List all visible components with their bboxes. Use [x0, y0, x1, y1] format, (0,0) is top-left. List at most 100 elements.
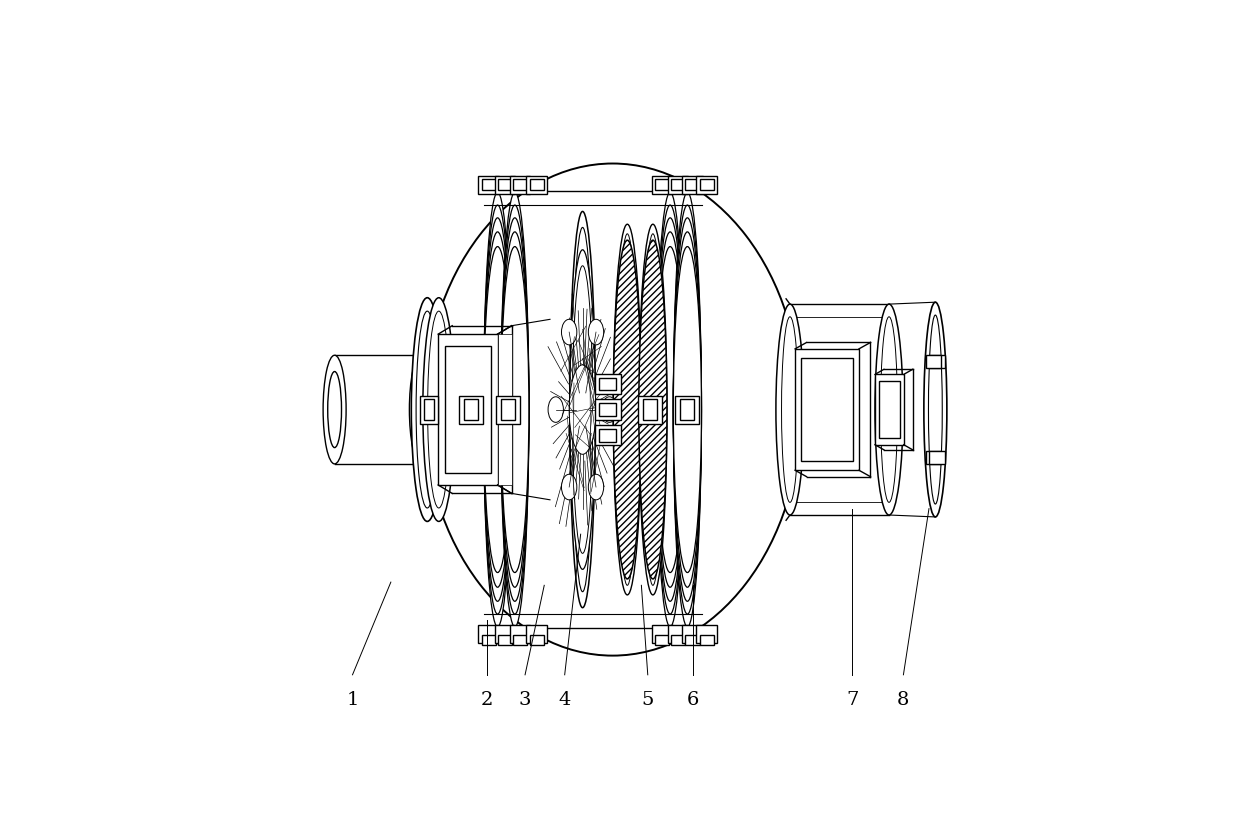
Ellipse shape — [416, 311, 439, 508]
Ellipse shape — [589, 320, 603, 344]
Ellipse shape — [411, 298, 444, 521]
Bar — [598, 378, 617, 390]
Bar — [802, 359, 852, 461]
Bar — [498, 334, 512, 485]
Bar — [513, 179, 527, 190]
Ellipse shape — [924, 302, 947, 517]
Ellipse shape — [673, 193, 701, 627]
Bar — [643, 399, 657, 420]
Ellipse shape — [424, 164, 802, 656]
Ellipse shape — [875, 304, 903, 515]
Bar — [680, 399, 694, 420]
Bar — [655, 634, 669, 645]
Ellipse shape — [483, 217, 512, 601]
Bar — [482, 179, 496, 190]
Bar — [482, 634, 496, 645]
Bar — [668, 625, 688, 642]
Ellipse shape — [561, 474, 577, 500]
Text: 4: 4 — [559, 691, 571, 709]
Bar — [509, 625, 530, 642]
Bar — [685, 179, 700, 190]
Ellipse shape — [776, 304, 804, 515]
Bar — [652, 625, 673, 642]
Text: 3: 3 — [519, 691, 532, 709]
Bar — [670, 634, 685, 645]
Bar — [478, 625, 499, 642]
Ellipse shape — [501, 217, 529, 601]
Bar — [929, 355, 944, 368]
Bar — [501, 399, 515, 420]
Bar — [685, 634, 700, 645]
Bar — [513, 634, 527, 645]
Ellipse shape — [501, 205, 529, 614]
Ellipse shape — [483, 232, 512, 588]
Bar — [638, 396, 662, 423]
Bar — [926, 452, 942, 464]
Bar — [463, 399, 478, 420]
Ellipse shape — [561, 320, 577, 344]
Ellipse shape — [483, 247, 512, 573]
Ellipse shape — [427, 311, 450, 508]
Ellipse shape — [613, 240, 642, 579]
Bar — [878, 381, 900, 438]
Bar — [445, 345, 491, 473]
Bar — [683, 176, 703, 194]
Bar — [496, 625, 515, 642]
Bar — [496, 396, 520, 423]
Ellipse shape — [613, 224, 642, 595]
Bar — [683, 625, 703, 642]
Ellipse shape — [483, 193, 512, 627]
Ellipse shape — [501, 232, 529, 588]
Bar — [700, 634, 714, 645]
Bar — [696, 625, 717, 642]
Bar — [596, 374, 621, 394]
Ellipse shape — [673, 205, 701, 614]
Bar — [496, 176, 515, 194]
Bar — [598, 403, 617, 416]
Ellipse shape — [673, 247, 701, 573]
Ellipse shape — [569, 365, 596, 454]
Bar — [529, 634, 544, 645]
Ellipse shape — [414, 372, 427, 447]
Bar — [527, 625, 546, 642]
Ellipse shape — [422, 298, 455, 521]
Bar — [458, 396, 483, 423]
Ellipse shape — [501, 247, 529, 573]
Bar — [509, 176, 530, 194]
Ellipse shape — [782, 317, 798, 502]
Bar — [596, 399, 621, 420]
Ellipse shape — [657, 217, 684, 601]
Bar — [439, 334, 498, 485]
Ellipse shape — [572, 266, 592, 554]
Bar — [598, 429, 617, 442]
Ellipse shape — [570, 250, 596, 569]
Ellipse shape — [570, 212, 596, 608]
Ellipse shape — [327, 372, 342, 447]
Ellipse shape — [572, 227, 592, 592]
Ellipse shape — [589, 474, 603, 500]
Ellipse shape — [617, 234, 637, 585]
Ellipse shape — [657, 205, 684, 614]
Bar — [652, 176, 673, 194]
Text: 1: 1 — [347, 691, 359, 709]
Bar — [529, 179, 544, 190]
Ellipse shape — [323, 355, 346, 464]
Text: 8: 8 — [897, 691, 909, 709]
Bar — [527, 176, 546, 194]
Ellipse shape — [657, 232, 684, 588]
Ellipse shape — [673, 232, 701, 588]
Ellipse shape — [643, 234, 663, 585]
Bar — [424, 399, 435, 420]
Bar — [478, 176, 499, 194]
Ellipse shape — [928, 315, 943, 504]
Bar — [498, 634, 512, 645]
Text: 2: 2 — [481, 691, 493, 709]
Ellipse shape — [639, 240, 667, 579]
Bar — [926, 355, 942, 368]
Ellipse shape — [657, 193, 684, 627]
Ellipse shape — [409, 355, 432, 464]
Ellipse shape — [602, 397, 617, 422]
Text: 6: 6 — [686, 691, 699, 709]
Ellipse shape — [501, 193, 529, 627]
Bar — [670, 179, 685, 190]
